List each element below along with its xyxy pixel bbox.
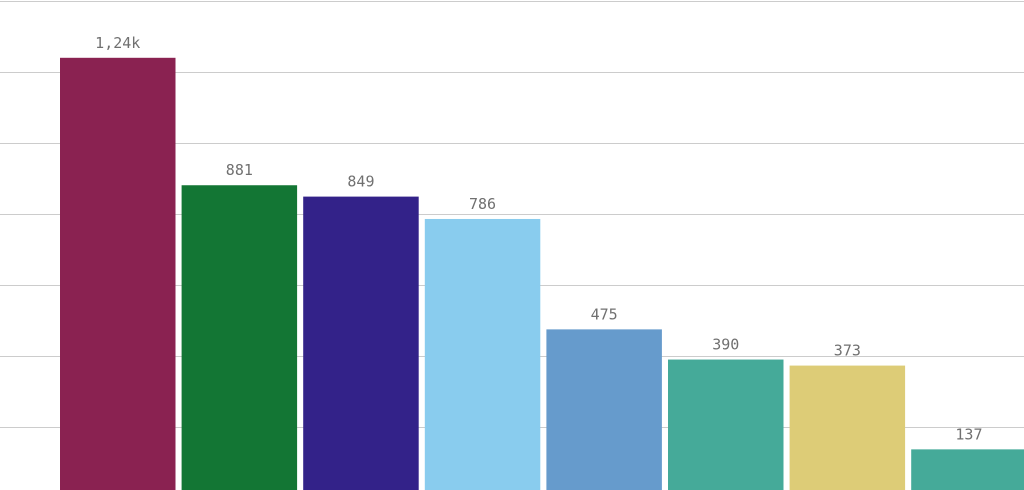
bar[interactable]	[303, 196, 419, 490]
data-label: 373	[834, 342, 861, 360]
data-label: 881	[226, 161, 253, 179]
bar[interactable]	[424, 218, 541, 490]
data-label: 137	[955, 425, 982, 443]
data-label: 786	[469, 195, 496, 213]
bar[interactable]	[60, 57, 176, 490]
bar[interactable]	[546, 329, 662, 490]
data-label: 475	[591, 305, 618, 323]
data-label: 1,24k	[95, 34, 140, 52]
bar[interactable]	[668, 359, 784, 490]
bar[interactable]	[789, 365, 906, 490]
bar[interactable]	[911, 449, 1024, 490]
data-label: 849	[347, 173, 374, 191]
bar[interactable]	[181, 185, 298, 490]
data-label: 390	[712, 336, 739, 354]
